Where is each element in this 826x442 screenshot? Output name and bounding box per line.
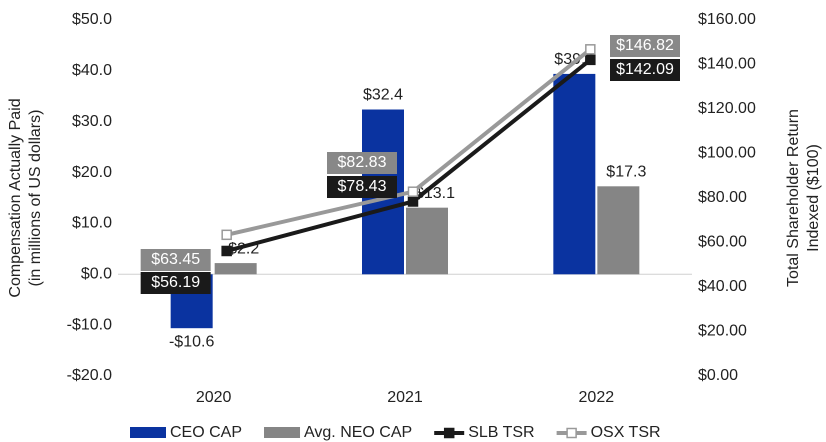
data-label: $17.3 — [606, 164, 646, 181]
legend-swatch — [130, 427, 166, 438]
y2-axis-label: Total Shareholder Return — [785, 109, 802, 287]
legend-marker — [566, 427, 577, 439]
marker — [407, 196, 419, 207]
data-label: $142.09 — [616, 61, 674, 78]
y2-tick-label: $40.00 — [698, 278, 747, 295]
y2-tick-label: $100.00 — [698, 145, 756, 162]
data-label: $146.82 — [616, 37, 674, 54]
y-tick-label: $30.0 — [72, 113, 112, 130]
y2-tick-label: $120.00 — [698, 100, 756, 117]
marker — [585, 44, 596, 55]
data-label: $82.83 — [338, 154, 387, 171]
marker — [221, 245, 232, 257]
y-tick-label: $20.0 — [72, 164, 112, 181]
x-tick-label: 2022 — [579, 389, 615, 406]
y2-tick-label: $140.00 — [698, 56, 756, 73]
legend-swatch — [264, 427, 301, 438]
y-tick-label: -$10.0 — [67, 316, 112, 333]
y-tick-label: $40.0 — [72, 62, 112, 79]
x-tick-label: 2020 — [196, 389, 232, 406]
y2-tick-label: $0.00 — [698, 367, 738, 384]
y-axis-label: Compensation Actually Paid — [7, 98, 24, 297]
y2-tick-label: $80.00 — [698, 189, 747, 206]
marker — [407, 186, 419, 197]
bar — [214, 263, 257, 275]
y2-axis-label: Indexed ($100) — [805, 144, 822, 252]
label-box — [140, 249, 211, 271]
bar — [406, 207, 448, 275]
data-label: $32.4 — [363, 87, 403, 104]
label-box — [610, 35, 680, 57]
bar — [553, 73, 596, 275]
y-tick-label: -$20.0 — [67, 367, 112, 384]
y-axis-label: (in millions of US dollars) — [27, 110, 44, 287]
data-label: $63.45 — [151, 251, 200, 268]
y2-tick-label: $20.00 — [698, 323, 747, 340]
marker — [585, 54, 596, 66]
legend-label: OSX TSR — [591, 424, 661, 441]
data-label: $56.19 — [151, 274, 200, 291]
label-box — [327, 152, 397, 174]
data-label: $78.43 — [338, 178, 387, 195]
x-tick-label: 2021 — [387, 389, 423, 406]
y-tick-label: $50.0 — [72, 11, 112, 28]
legend-label: SLB TSR — [468, 424, 534, 441]
bar — [597, 186, 640, 275]
data-label: -$10.6 — [169, 333, 214, 350]
line — [226, 47, 592, 237]
label-box — [610, 59, 680, 81]
marker — [221, 229, 232, 241]
y-tick-label: $0.0 — [81, 266, 112, 283]
label-box — [327, 176, 397, 198]
y2-tick-label: $160.00 — [698, 11, 756, 28]
y-tick-label: $10.0 — [72, 215, 112, 232]
legend-marker — [443, 427, 455, 439]
legend-label: Avg. NEO CAP — [304, 424, 412, 441]
y2-tick-label: $60.00 — [698, 234, 747, 251]
legend-label: CEO CAP — [170, 424, 242, 441]
label-box — [140, 272, 211, 294]
data-label: $13.1 — [415, 185, 455, 202]
